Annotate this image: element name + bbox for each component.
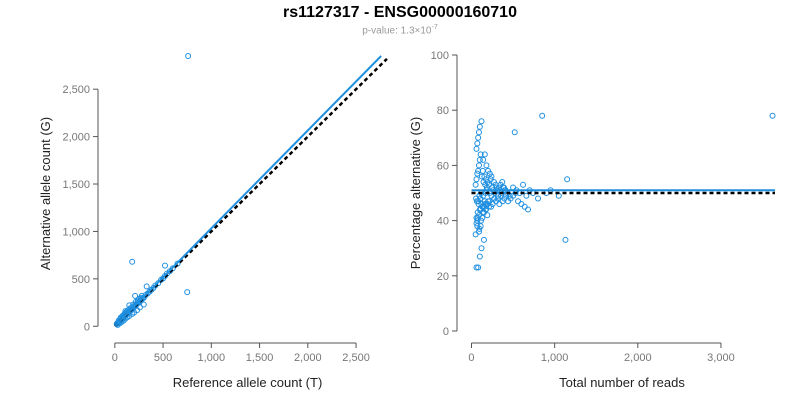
- chart2-point: [474, 217, 481, 224]
- chart2-x-axis-label: Total number of reads: [559, 375, 685, 390]
- chart1-point: [140, 301, 147, 308]
- chart1-point: [143, 283, 150, 290]
- chart1-x-tick-label: 500: [154, 352, 172, 364]
- chart2-point: [475, 162, 482, 169]
- chart1-point: [129, 258, 136, 265]
- chart2-x-tick-label: 1,000: [541, 352, 569, 364]
- chart1-x-tick-label: 2,000: [294, 352, 322, 364]
- chart1-point: [148, 286, 155, 293]
- chart2-y-tick-label: 80: [437, 105, 449, 117]
- chart1-x-tick-label: 1,500: [246, 352, 274, 364]
- chart2-x-tick-label: 3,000: [707, 352, 735, 364]
- chart2-point: [472, 181, 479, 188]
- chart2-point: [478, 245, 485, 252]
- chart2-point: [521, 203, 528, 210]
- chart2-point: [483, 206, 490, 213]
- chart1-y-tick-label: 2,000: [62, 132, 90, 144]
- chart2-y-tick-label: 60: [437, 160, 449, 172]
- figure-subtitle: p-value: 1.3×10-7: [0, 24, 800, 36]
- chart1-point: [146, 288, 153, 295]
- chart2-point: [476, 123, 483, 130]
- chart2-point: [518, 201, 525, 208]
- chart2-point: [473, 264, 480, 271]
- chart2-point: [539, 112, 546, 119]
- chart2-point: [488, 173, 495, 180]
- chart1-panel: 0 500 1,000 1,500 2,000 2,500 0 500 1,000 1,500 2,…: [38, 53, 388, 390]
- chart2-y-tick-label: 0: [443, 326, 449, 338]
- chart2-point: [478, 118, 485, 125]
- chart2-point: [535, 195, 542, 202]
- chart1-y-tick-label: 1,000: [62, 226, 90, 238]
- chart1-y-tick-label: 2,500: [62, 84, 90, 96]
- chart1-x-tick-label: 1,000: [198, 352, 226, 364]
- chart2-point: [475, 201, 482, 208]
- chart2-x-tick-label: 2,000: [624, 352, 652, 364]
- chart1-point: [136, 304, 143, 311]
- chart2-point: [515, 198, 522, 205]
- chart1-y-tick-label: 0: [84, 321, 90, 333]
- chart2-point: [477, 223, 484, 230]
- chart2-point: [481, 151, 488, 158]
- figure-title: rs1127317 - ENSG00000160710: [283, 4, 517, 21]
- chart1-point: [162, 262, 168, 269]
- chart1-reference-line: [113, 57, 388, 328]
- chart1-y-tick-label: 1,500: [62, 179, 90, 191]
- chart2-point: [769, 112, 776, 119]
- chart2-point: [510, 184, 517, 191]
- chart2-point: [480, 156, 487, 163]
- chart2-point: [474, 170, 481, 177]
- subtitle-text: p-value: 1.3×10: [362, 25, 432, 37]
- chart2-point: [476, 253, 483, 260]
- chart1-point: [184, 289, 191, 296]
- chart2-x-tick-label: 0: [468, 352, 474, 364]
- chart1-fit-line: [114, 55, 382, 327]
- chart2-y-tick-label: 20: [437, 271, 449, 283]
- chart1-point: [132, 292, 139, 299]
- chart2-y-axis-label: Percentage alternative (G): [408, 117, 423, 269]
- chart2-point: [476, 225, 483, 232]
- chart1-x-axis-label: Reference allele count (T): [173, 375, 323, 390]
- chart2-y-tick-label: 40: [437, 216, 449, 228]
- chart2-panel: 0 20 40 60 80 100 0 1,000 2,000 3,000 Total number…: [408, 50, 776, 390]
- chart2-point: [484, 212, 491, 219]
- chart2-point: [525, 206, 532, 213]
- chart2-point: [480, 236, 487, 243]
- chart2-point: [562, 236, 569, 243]
- chart2-point: [523, 192, 530, 199]
- chart1-point: [155, 280, 162, 287]
- chart2-point: [477, 151, 484, 158]
- chart1-y-axis-label: Alternative allele count (G): [38, 117, 53, 270]
- chart2-point: [478, 217, 485, 224]
- chart2-y-tick-label: 100: [431, 50, 449, 62]
- chart2-point: [473, 176, 480, 183]
- chart2-point: [499, 178, 506, 185]
- chart2-point: [483, 162, 490, 169]
- chart2-point: [503, 192, 510, 199]
- chart1-x-tick-label: 0: [112, 352, 118, 364]
- chart1-point: [122, 308, 129, 315]
- chart1-point: [126, 302, 133, 309]
- chart2-point: [475, 129, 482, 136]
- chart2-point: [473, 145, 480, 152]
- chart2-point: [475, 264, 482, 271]
- chart2-point: [496, 201, 503, 208]
- chart2-point: [564, 176, 571, 183]
- chart2-point: [520, 181, 527, 188]
- chart1-point: [144, 290, 151, 297]
- chart1-x-tick-label: 2,500: [342, 352, 370, 364]
- chart2-point: [475, 134, 482, 141]
- chart1-y-tick-label: 500: [72, 274, 90, 286]
- subtitle-exponent: -7: [431, 24, 438, 31]
- chart2-point: [478, 173, 485, 180]
- chart2-point: [473, 220, 480, 227]
- chart2-point: [511, 129, 518, 136]
- chart1-point: [185, 53, 192, 59]
- chart2-point: [476, 156, 483, 163]
- chart2-point: [472, 231, 479, 238]
- chart2-point: [474, 140, 481, 147]
